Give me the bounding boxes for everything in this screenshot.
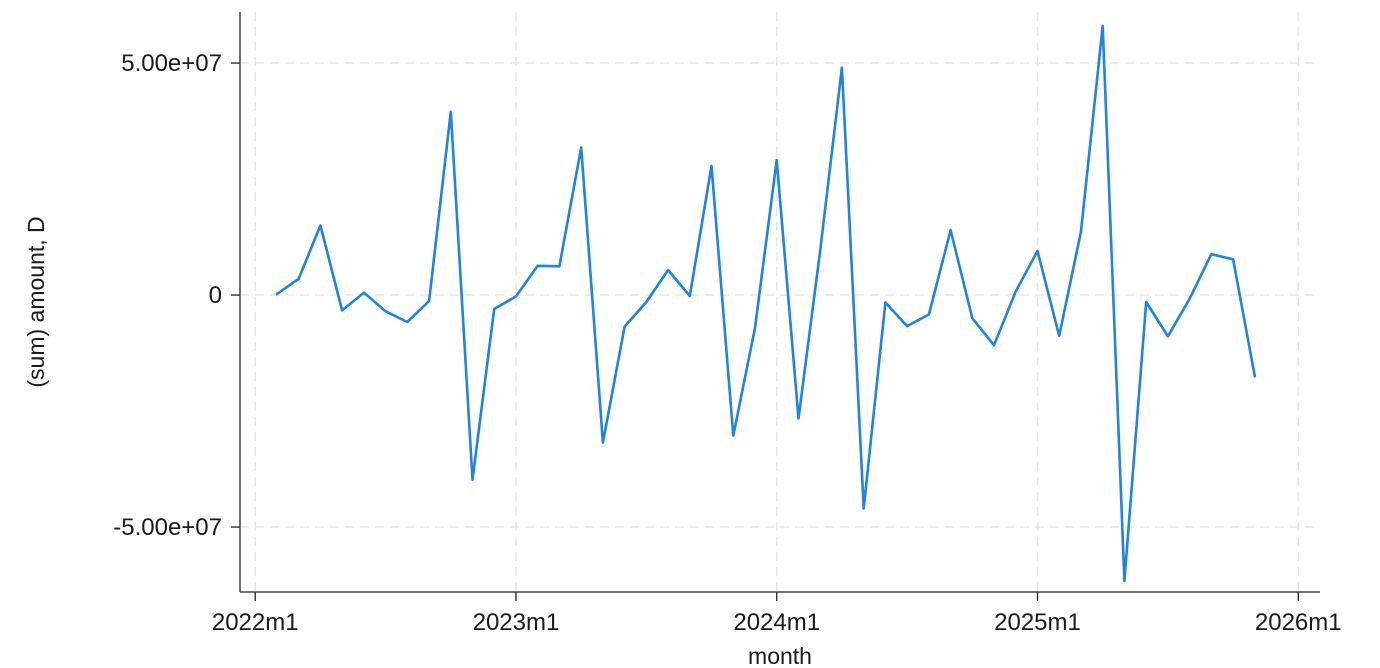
x-tick-label: 2026m1: [1255, 609, 1342, 636]
series-group: [275, 24, 1257, 583]
axes: [231, 12, 1320, 601]
y-tick-label: -5.00e+07: [113, 514, 222, 541]
x-tick-label: 2022m1: [212, 609, 299, 636]
y-tick-label: 0: [209, 282, 222, 309]
grid-lines: [240, 12, 1320, 592]
series-line: [275, 24, 1257, 583]
x-tick-label: 2024m1: [733, 609, 820, 636]
y-tick-label: 5.00e+07: [121, 50, 222, 77]
x-axis-title: month: [748, 643, 812, 668]
x-tick-label: 2025m1: [994, 609, 1081, 636]
y-axis-title: (sum) amount, D: [23, 216, 49, 387]
tick-labels: 2022m1 2023m1 2024m1 2025m1 2026m1 -5.00e+07 0…: [113, 50, 1341, 636]
x-tick-label: 2023m1: [473, 609, 560, 636]
